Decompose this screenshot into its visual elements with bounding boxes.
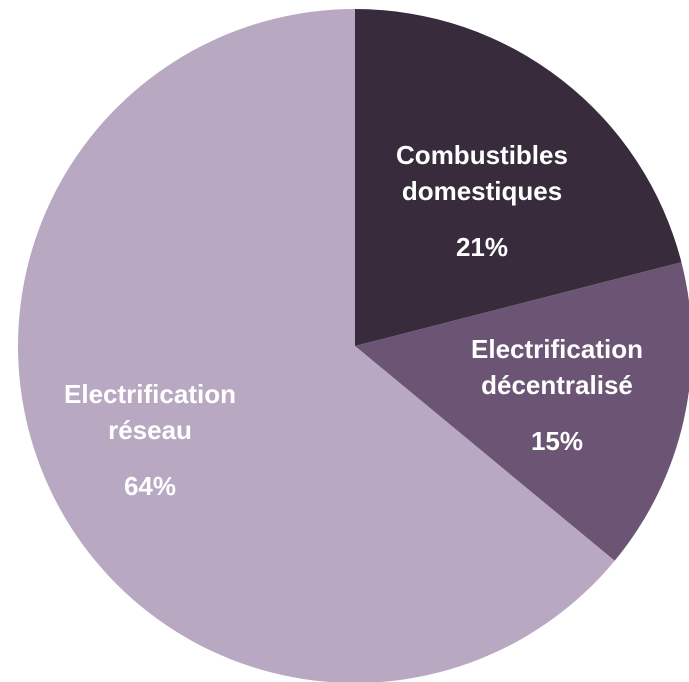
slice-1-label-line-2: domestiques: [402, 176, 562, 206]
slice-3-label-line-2: réseau: [108, 415, 192, 445]
slice-2-label-line-1: Electrification: [471, 334, 643, 364]
slice-2-value-label: 15%: [531, 426, 583, 456]
slice-3-value-label: 64%: [124, 471, 176, 501]
pie-slice-1: [355, 9, 682, 346]
slice-2-label-line-2: décentralisé: [481, 370, 633, 400]
pie-slice-2: [355, 262, 689, 561]
slice-1-value-label: 21%: [456, 232, 508, 262]
slice-1-label-line-1: Combustibles: [396, 140, 568, 170]
slice-3-label-line-1: Electrification: [64, 379, 236, 409]
pie-slice-3: [18, 9, 615, 682]
